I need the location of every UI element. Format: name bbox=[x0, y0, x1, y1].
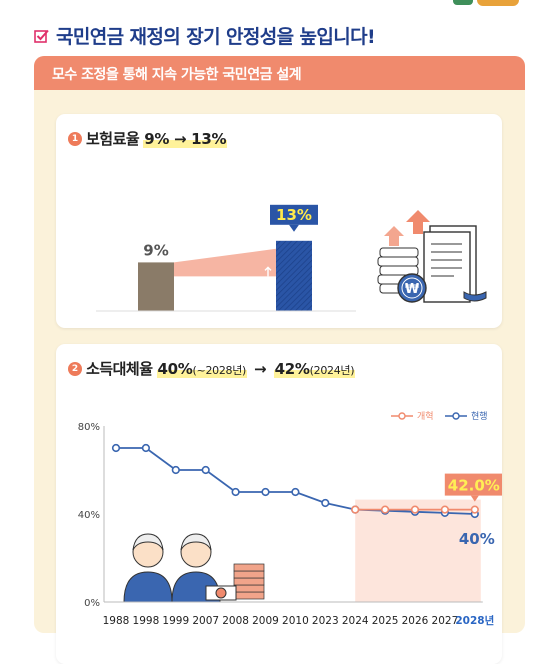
x-tick-label: 2009 bbox=[252, 615, 279, 627]
bar-label-pointer bbox=[289, 224, 299, 232]
x-tick-label: 2023 bbox=[312, 615, 339, 627]
from-value: 40% bbox=[157, 359, 193, 378]
reform-end-pointer bbox=[470, 495, 479, 502]
data-point-현행 bbox=[291, 487, 300, 497]
decoration-green bbox=[453, 0, 473, 5]
section1-number: 1 bbox=[68, 131, 82, 146]
y-tick-label: 0% bbox=[84, 598, 100, 609]
page-title-row: 국민연금 재정의 장기 안정성을 높입니다! bbox=[34, 22, 376, 49]
data-point-개혁 bbox=[381, 505, 390, 514]
x-tick-label: 2024 bbox=[342, 615, 369, 627]
x-tick-label: 2007 bbox=[192, 615, 219, 627]
brick bbox=[233, 563, 265, 572]
contribution-rate-card: 1 보험료율 9% → 13% 9% 13% bbox=[56, 114, 502, 328]
replacement-rate-card: 2 소득대체율 40%(~2028년) → 42%(2024년) 80% 40% 0… bbox=[56, 344, 502, 664]
elderly-couple-illustration bbox=[123, 533, 265, 603]
reform-end-badge bbox=[444, 473, 502, 496]
data-point-현행 bbox=[231, 487, 240, 497]
section1-highlight: 9% → 13% bbox=[143, 129, 228, 148]
bar-기존 bbox=[138, 262, 174, 311]
section2-highlight-to: 42%(2024년) bbox=[273, 359, 356, 378]
legend-marker bbox=[398, 412, 406, 420]
reform-period-shade bbox=[355, 499, 481, 602]
data-point-현행 bbox=[111, 443, 121, 453]
legend-label: 개혁 bbox=[417, 411, 434, 422]
from-note: (~2028년) bbox=[192, 363, 247, 377]
person-body bbox=[123, 571, 173, 603]
brick bbox=[233, 591, 265, 600]
reform-end-label: 42.0% bbox=[448, 477, 500, 495]
svg-text:₩: ₩ bbox=[405, 282, 420, 297]
brick bbox=[233, 584, 265, 593]
current-end-label: 40% bbox=[459, 530, 495, 548]
y-tick-label: 40% bbox=[78, 510, 100, 521]
data-point-현행 bbox=[141, 443, 150, 453]
section1-label: 보험료율 bbox=[86, 130, 140, 148]
up-arrow-icon bbox=[264, 266, 272, 277]
data-point-개혁 bbox=[440, 505, 450, 514]
panel-header-text: 모수 조정을 통해 지속 가능한 국민연금 설계 bbox=[52, 67, 302, 83]
person-hair bbox=[180, 533, 212, 551]
x-tick-label: 2028년 bbox=[455, 614, 494, 627]
brick bbox=[233, 577, 265, 586]
pension-money-illustration: ₩ bbox=[377, 210, 487, 303]
decoration-orange bbox=[477, 0, 519, 6]
replacement-line-chart: 80% 40% 0%1988 1998 1999 2007 2008 2009 2010 2023… bbox=[78, 410, 502, 627]
legend-label: 현행 bbox=[471, 410, 488, 422]
data-point-개혁 bbox=[351, 505, 360, 514]
increase-wedge bbox=[174, 248, 276, 277]
section2-title: 2 소득대체율 40%(~2028년) → 42%(2024년) bbox=[68, 358, 356, 379]
contribution-bar-chart: 9% 13% bbox=[96, 204, 356, 312]
x-tick-label: 1998 bbox=[133, 615, 160, 627]
panel-header: 모수 조정을 통해 지속 가능한 국민연금 설계 bbox=[34, 56, 525, 90]
to-note: (2024년) bbox=[309, 363, 355, 377]
section2-arrow: → bbox=[254, 359, 267, 378]
main-panel: 모수 조정을 통해 지속 가능한 국민연금 설계 1 보험료율 9% → 13%… bbox=[34, 56, 525, 664]
bar-label: 13% bbox=[276, 206, 312, 224]
bar-label: 9% bbox=[143, 241, 168, 259]
page-title: 국민연금 재정의 장기 안정성을 높입니다! bbox=[56, 26, 376, 48]
checkbox-icon bbox=[34, 29, 49, 43]
data-point-현행 bbox=[171, 465, 180, 475]
up-arrow-icon bbox=[406, 210, 430, 234]
data-point-현행 bbox=[201, 465, 210, 475]
data-point-현행 bbox=[321, 498, 330, 508]
x-tick-label: 2010 bbox=[282, 615, 309, 627]
section2-label: 소득대체율 bbox=[86, 360, 153, 378]
won-coin-icon bbox=[215, 587, 227, 599]
x-tick-label: 1999 bbox=[162, 615, 189, 627]
person-hair bbox=[132, 533, 164, 551]
x-tick-label: 1988 bbox=[103, 615, 130, 627]
data-point-개혁 bbox=[470, 505, 479, 514]
x-tick-label: 2008 bbox=[222, 615, 249, 627]
section2-number: 2 bbox=[68, 361, 82, 376]
to-value: 42% bbox=[274, 359, 310, 378]
section2-highlight-from: 40%(~2028년) bbox=[156, 359, 248, 378]
x-tick-label: 2027 bbox=[432, 615, 459, 627]
brick bbox=[233, 570, 265, 579]
legend-marker bbox=[452, 412, 460, 420]
x-tick-label: 2025 bbox=[372, 615, 399, 627]
section1-title: 1 보험료율 9% → 13% bbox=[68, 128, 228, 149]
bar-label-badge bbox=[270, 204, 318, 225]
data-point-개혁 bbox=[410, 505, 420, 514]
bar-개혁 bbox=[276, 240, 312, 311]
data-point-현행 bbox=[261, 487, 270, 497]
x-tick-label: 2026 bbox=[402, 615, 429, 627]
y-tick-label: 80% bbox=[78, 422, 100, 433]
